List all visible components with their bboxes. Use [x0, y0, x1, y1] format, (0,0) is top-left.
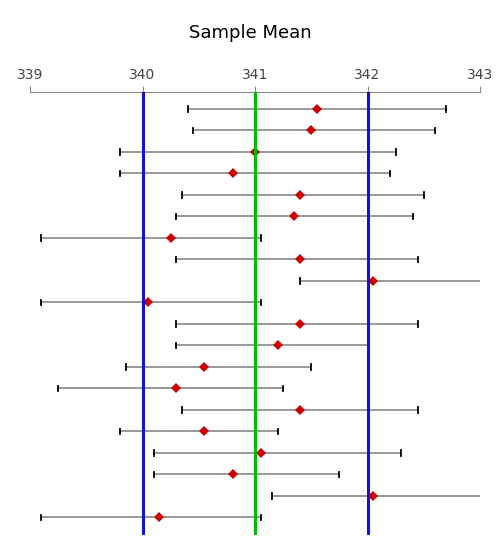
Text: Sample Mean: Sample Mean [188, 24, 312, 42]
